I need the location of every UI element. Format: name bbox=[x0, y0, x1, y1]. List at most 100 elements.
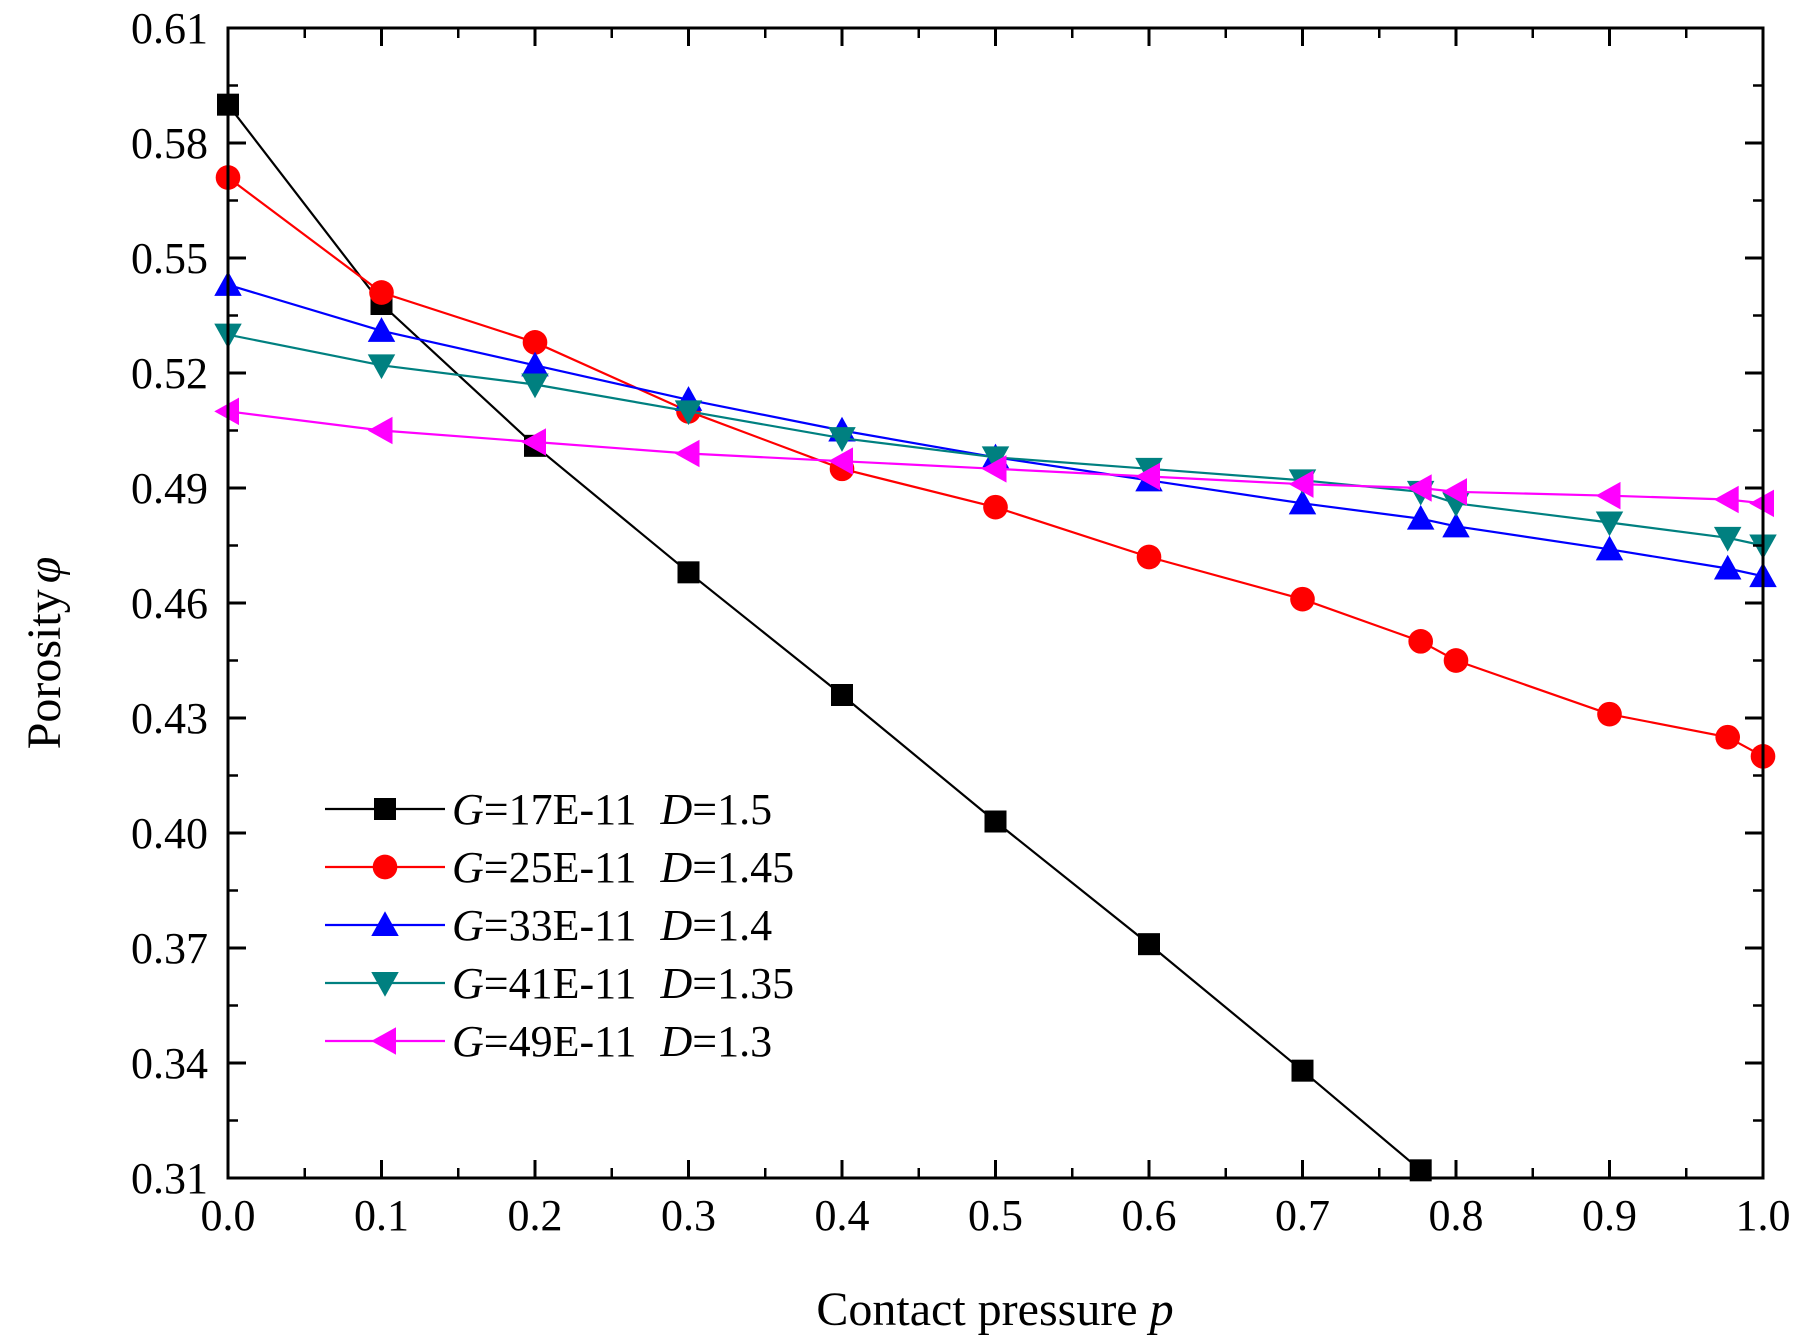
series-4 bbox=[214, 323, 1777, 560]
data-point bbox=[521, 351, 549, 377]
data-point bbox=[1713, 526, 1742, 552]
legend-d-symbol: D bbox=[660, 785, 693, 834]
legend-swatch-marker bbox=[371, 1027, 396, 1055]
plot-area bbox=[214, 93, 1777, 1182]
legend-g-value: =25E-11 bbox=[484, 843, 637, 892]
legend-g-value: =17E-11 bbox=[484, 785, 637, 834]
data-point bbox=[674, 439, 700, 468]
data-point bbox=[1597, 701, 1622, 727]
legend-d-value: =1.4 bbox=[692, 901, 772, 950]
data-point bbox=[1406, 504, 1435, 530]
legend-entry-1: G=17E-11 D=1.5 bbox=[325, 785, 772, 834]
data-point bbox=[522, 330, 548, 355]
legend-g-symbol: G bbox=[452, 785, 484, 834]
data-point bbox=[1136, 544, 1162, 570]
data-point bbox=[1408, 629, 1434, 654]
data-point bbox=[674, 400, 703, 426]
legend-swatch-marker bbox=[371, 911, 399, 936]
x-tick-label: 0.4 bbox=[815, 1191, 870, 1240]
data-point bbox=[367, 354, 396, 380]
legend-g-value: =33E-11 bbox=[484, 901, 637, 950]
data-point bbox=[1595, 481, 1621, 510]
x-tick-label: 0.5 bbox=[968, 1191, 1023, 1240]
data-point bbox=[1443, 648, 1469, 673]
data-point bbox=[367, 317, 396, 342]
data-point bbox=[1291, 1059, 1314, 1082]
legend: G=17E-11 D=1.5G=25E-11 D=1.45G=33E-11 D=1.4… bbox=[325, 785, 794, 1066]
legend-g-symbol: G bbox=[452, 901, 484, 950]
data-point bbox=[981, 446, 1010, 472]
legend-swatch-marker bbox=[374, 798, 396, 820]
series-3 bbox=[214, 271, 1777, 588]
series-5 bbox=[214, 397, 1774, 518]
data-point bbox=[1442, 512, 1470, 538]
y-tick-label: 0.34 bbox=[131, 1039, 208, 1088]
data-point bbox=[1595, 511, 1624, 537]
legend-label: G=25E-11 D=1.45 bbox=[452, 843, 794, 892]
x-tick-label: 0.8 bbox=[1429, 1191, 1484, 1240]
data-point bbox=[1138, 933, 1160, 956]
y-tick-label: 0.43 bbox=[131, 694, 208, 743]
y-tick-label: 0.46 bbox=[131, 579, 208, 628]
legend-label: G=41E-11 D=1.35 bbox=[452, 959, 794, 1008]
data-point bbox=[1406, 474, 1432, 502]
y-tick-label: 0.58 bbox=[131, 119, 208, 168]
x-tick-label: 0.3 bbox=[661, 1191, 716, 1240]
y-tick-label: 0.61 bbox=[131, 4, 208, 53]
legend-entry-5: G=49E-11 D=1.3 bbox=[325, 1017, 772, 1066]
y-tick-label: 0.49 bbox=[131, 464, 208, 513]
data-point bbox=[521, 428, 546, 456]
data-point bbox=[1288, 489, 1317, 515]
y-tick-label: 0.37 bbox=[131, 924, 208, 973]
legend-label: G=49E-11 D=1.3 bbox=[452, 1017, 772, 1066]
legend-entry-4: G=41E-11 D=1.35 bbox=[325, 959, 794, 1008]
series-3-line bbox=[227, 283, 1764, 578]
legend-label: G=33E-11 D=1.4 bbox=[452, 901, 772, 950]
legend-d-value: =1.3 bbox=[692, 1017, 772, 1066]
legend-d-symbol: D bbox=[660, 901, 693, 950]
data-point bbox=[1713, 485, 1739, 514]
legend-g-value: =41E-11 bbox=[484, 959, 637, 1008]
legend-d-symbol: D bbox=[660, 843, 693, 892]
y-tick-label: 0.40 bbox=[131, 809, 208, 858]
data-point bbox=[1290, 586, 1315, 612]
data-point bbox=[828, 447, 853, 475]
legend-d-value: =1.5 bbox=[692, 785, 772, 834]
data-point bbox=[1288, 470, 1314, 498]
x-axis-title: Contact pressure p bbox=[816, 1283, 1173, 1336]
y-tick-label: 0.31 bbox=[131, 1154, 208, 1203]
x-tick-label: 0.6 bbox=[1122, 1191, 1177, 1240]
legend-label: G=17E-11 D=1.5 bbox=[452, 785, 772, 834]
x-tick-label: 0.1 bbox=[354, 1191, 409, 1240]
legend-d-value: =1.45 bbox=[692, 843, 794, 892]
data-point bbox=[831, 684, 853, 706]
x-tick-label: 0.9 bbox=[1582, 1191, 1637, 1240]
legend-swatch-marker bbox=[371, 972, 399, 997]
legend-d-symbol: D bbox=[660, 959, 693, 1008]
legend-entry-3: G=33E-11 D=1.4 bbox=[325, 901, 772, 950]
data-point bbox=[1442, 478, 1467, 506]
legend-d-value: =1.35 bbox=[692, 959, 794, 1008]
x-tick-label: 0.0 bbox=[201, 1191, 256, 1240]
y-tick-label: 0.55 bbox=[131, 234, 208, 283]
x-tick-label: 1.0 bbox=[1736, 1191, 1791, 1240]
legend-g-symbol: G bbox=[452, 843, 484, 892]
x-tick-label: 0.2 bbox=[508, 1191, 563, 1240]
y-axis-title: Porosityφ bbox=[18, 557, 71, 750]
data-point bbox=[1715, 724, 1741, 750]
series-1-line bbox=[227, 103, 1422, 1172]
data-point bbox=[983, 494, 1008, 520]
data-point bbox=[521, 373, 549, 399]
legend-d-symbol: D bbox=[660, 1017, 693, 1066]
axes: 0.0 0.1 0.2 0.3 0.4 0.5 0.6 0.7 0.8 0.9 1.0 0.31 0.3… bbox=[131, 4, 1791, 1240]
data-point bbox=[367, 416, 393, 445]
data-point bbox=[1409, 1159, 1432, 1182]
series-1 bbox=[217, 93, 1432, 1182]
y-tick-label: 0.52 bbox=[131, 349, 208, 398]
legend-g-value: =49E-11 bbox=[484, 1017, 637, 1066]
data-point bbox=[828, 427, 856, 452]
data-point bbox=[1713, 554, 1742, 580]
data-point bbox=[981, 455, 1007, 483]
legend-entry-2: G=25E-11 D=1.45 bbox=[325, 843, 794, 892]
